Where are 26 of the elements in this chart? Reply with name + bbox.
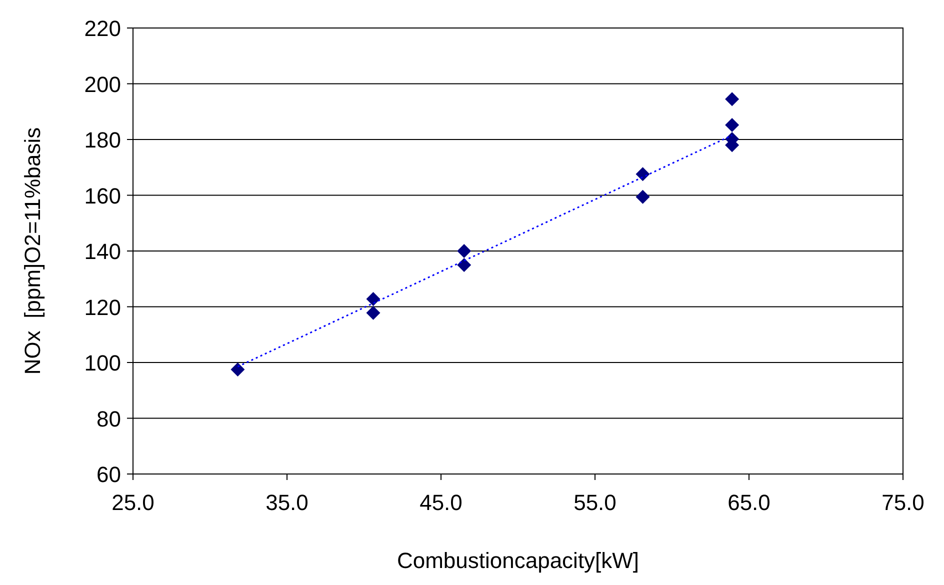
x-tick-label: 45.0	[420, 490, 462, 515]
x-tick-label: 55.0	[574, 490, 616, 515]
y-tick-label: 80	[96, 406, 121, 432]
point	[366, 292, 380, 306]
x-tick-label: 35.0	[266, 490, 308, 515]
point	[230, 362, 245, 376]
y-axis-title: NOx [ppm]O2=11%basis	[20, 127, 45, 375]
y-tick-label: 120	[84, 294, 121, 320]
y-tick-label: 100	[84, 350, 121, 376]
point	[457, 244, 472, 258]
point	[636, 190, 650, 204]
y-tick-label: 220	[84, 16, 121, 41]
point	[636, 167, 650, 182]
y-tick-label: 180	[84, 128, 121, 152]
x-tick-label: 65.0	[728, 490, 770, 515]
x-tick-label: 75.0	[882, 490, 924, 515]
y-tick-label: 60	[96, 462, 121, 487]
x-axis-title: Combustioncapacity[kW]	[396, 548, 640, 573]
point	[366, 306, 380, 320]
point	[457, 258, 472, 272]
point	[725, 92, 740, 106]
y-tick-label: 140	[84, 239, 121, 264]
point	[725, 118, 740, 132]
y-tick-label: 160	[84, 183, 121, 208]
y-tick-label: 200	[84, 72, 121, 97]
x-tick-label: 25.0	[112, 490, 154, 515]
